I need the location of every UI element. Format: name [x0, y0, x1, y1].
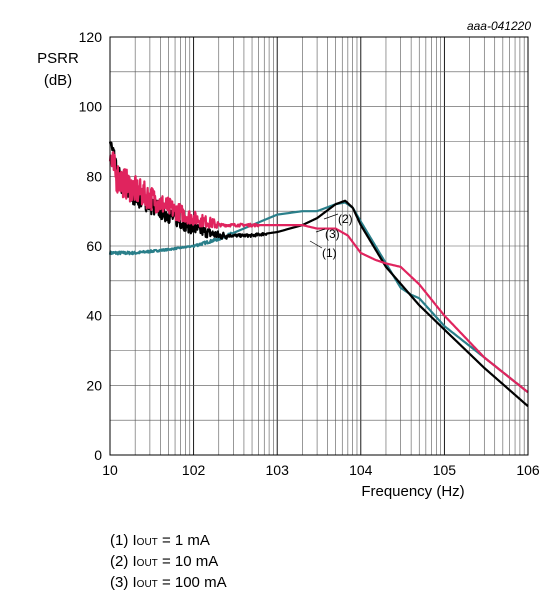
chart-annotations: (2)(3) (1) [309, 212, 353, 260]
chart-grid [109, 36, 528, 456]
legend-subscript: OUT [136, 558, 158, 569]
y-tick-label: 80 [86, 168, 102, 184]
psrr-chart: (2)(3) (1) 0 20 40 60 80 100 120 10 102 103 104 105 1… [37, 19, 540, 500]
y-tick-label: 20 [86, 377, 102, 393]
x-axis-label: Frequency (Hz) [361, 483, 464, 500]
annotation-label: (3) [325, 227, 340, 241]
x-tick-label: 104 [349, 462, 373, 478]
y-tick-label: 60 [86, 238, 102, 254]
annotation-label: (1) [322, 246, 337, 260]
annotation-leader [315, 228, 326, 233]
y-tick-label: 0 [94, 447, 102, 463]
annotation-leader [309, 240, 323, 249]
annotation-label: (2) [338, 212, 353, 226]
legend-prefix: (2) I [110, 553, 137, 570]
series-line [108, 151, 529, 394]
legend-prefix: (3) I [110, 574, 137, 591]
chart-series [108, 141, 529, 408]
legend-suffix: = 100 mA [157, 574, 227, 591]
x-tick-label: 103 [266, 462, 290, 478]
annotation-leader [323, 213, 339, 220]
x-tick-label: 106 [516, 462, 540, 478]
x-tick-label: 105 [433, 462, 457, 478]
legend-item: (1) IOUT = 1 mA [110, 531, 227, 552]
legend-prefix: (1) I [110, 532, 137, 549]
series-line [108, 201, 529, 394]
legend-item: (2) IOUT = 10 mA [110, 552, 227, 573]
plot-frame [109, 36, 529, 456]
y-axis-label-line1: PSRR [37, 50, 79, 67]
y-tick-label: 40 [86, 308, 102, 324]
legend-suffix: = 1 mA [157, 532, 210, 549]
legend-item: (3) IOUT = 100 mA [110, 573, 227, 594]
legend-subscript: OUT [136, 579, 158, 590]
y-tick-label: 120 [79, 29, 103, 45]
y-tick-label: 100 [79, 99, 103, 115]
series-line [108, 141, 529, 408]
legend-subscript: OUT [136, 537, 158, 548]
legend: (1) IOUT = 1 mA (2) IOUT = 10 mA (3) IOU… [110, 531, 227, 594]
x-tick-label: 10 [102, 462, 118, 478]
x-tick-label: 102 [182, 462, 206, 478]
legend-suffix: = 10 mA [157, 553, 219, 570]
y-axis-label-line2: (dB) [44, 72, 72, 89]
figure-reference: aaa-041220 [467, 19, 531, 33]
tick-labels: 0 20 40 60 80 100 120 10 102 103 104 105 106 [79, 29, 540, 478]
